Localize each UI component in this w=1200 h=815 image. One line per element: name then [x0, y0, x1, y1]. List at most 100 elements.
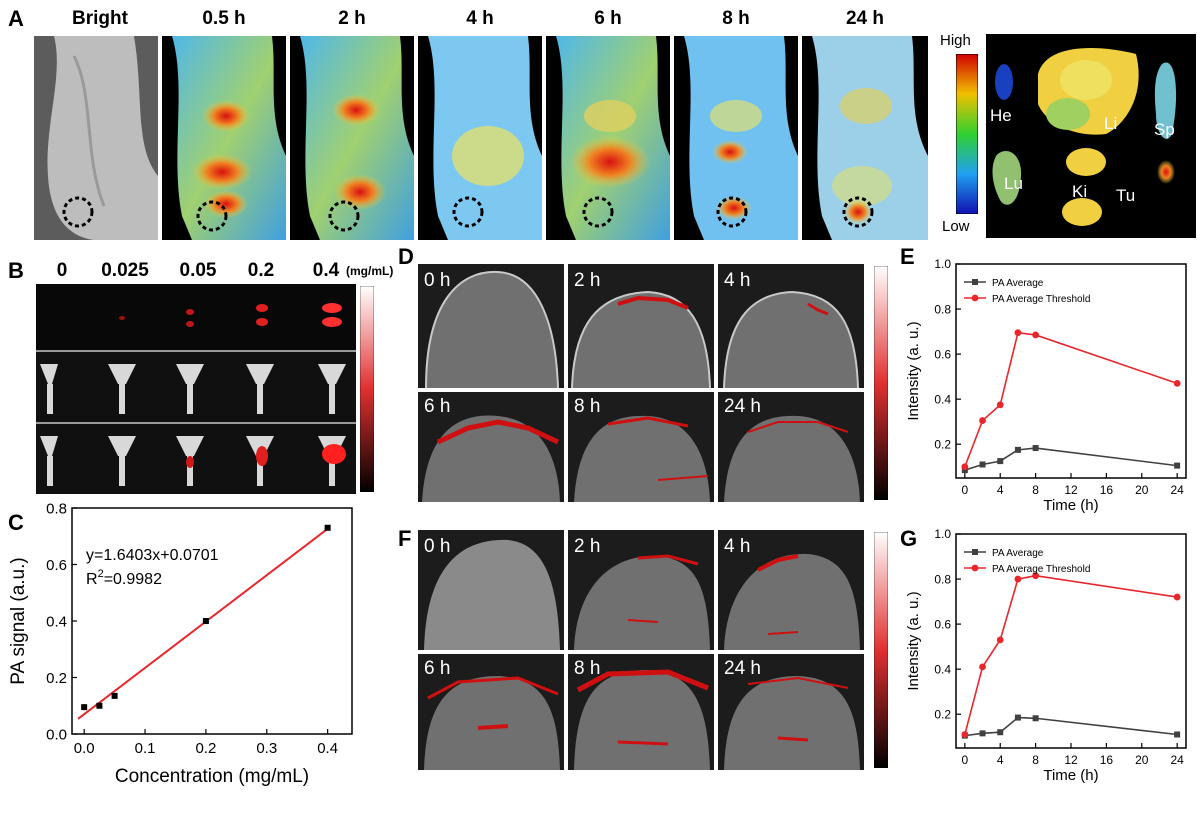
chart-g-x-tick-label: 0 [962, 753, 969, 767]
us-pa-image-d-4h: 4 h [718, 264, 864, 388]
time-label-d-0h: 0 h [424, 270, 451, 291]
chart-e-y-tick-label: 0.6 [934, 347, 951, 361]
chart-g-y-tick-label: 0.8 [934, 572, 951, 586]
time-label-f-4h: 4 h [724, 536, 751, 557]
chart-c-y-tick-label: 0.2 [46, 670, 67, 687]
chart-e-point-pa-average [1032, 445, 1039, 452]
chart-g-x-tick-label: 12 [1064, 753, 1078, 767]
chart-e-intensity: 0 4 8 12 16 20 24 0.2 0.4 0.6 0.8 1.0 Time (h) Intens… [905, 257, 1187, 514]
chart-e-x-tick-label: 20 [1135, 483, 1149, 497]
chart-c-data-point [96, 702, 103, 709]
chart-c-x-tick-label: 0.4 [317, 740, 338, 757]
us-pa-image-f-24h: 24 h [718, 654, 864, 770]
chart-g-point-pa-threshold [1173, 593, 1181, 601]
us-pa-image-d-24h: 24 h [718, 392, 864, 502]
chart-e-legend-marker [972, 279, 978, 285]
fluorescence-image-6h [546, 36, 670, 240]
chart-e-point-pa-average [997, 458, 1004, 465]
chart-e-point-pa-average [1174, 462, 1181, 469]
chart-e-point-pa-threshold [1032, 331, 1040, 339]
chart-e-point-pa-average [1014, 446, 1021, 453]
chart-e-y-tick-label: 0.2 [934, 437, 951, 451]
chart-e-series-line-pa-average [964, 447, 1178, 471]
chart-e-point-pa-average [979, 461, 986, 468]
chart-c-x-tick-label: 0.1 [135, 740, 156, 757]
time-label-f-6h: 6 h [424, 658, 451, 679]
chart-e-x-tick-label: 8 [1032, 483, 1039, 497]
chart-g-legend-marker [972, 549, 978, 555]
pa-colorbar-d [873, 265, 889, 501]
chart-g-x-tick-label: 20 [1135, 753, 1149, 767]
panel-label-d: D [398, 244, 414, 269]
chart-g-intensity: 0 4 8 12 16 20 24 0.2 0.4 0.6 0.8 1.0 Time (h) Intens… [905, 527, 1187, 784]
panel-label-a: A [8, 6, 24, 31]
us-pa-image-f-8h: 8 h [568, 654, 714, 770]
organ-label-heart: He [990, 106, 1012, 125]
fluorescence-colorbar [955, 53, 979, 215]
chart-g-point-pa-threshold [1032, 572, 1040, 580]
chart-c-y-tick-label: 0.4 [46, 613, 67, 630]
chart-e-y-tick-label: 0.8 [934, 302, 951, 316]
us-pa-image-d-2h: 2 h [568, 264, 714, 388]
us-pa-image-f-4h: 4 h [718, 530, 864, 650]
panel-label-f: F [398, 526, 412, 551]
panel-label-c: C [8, 510, 24, 535]
us-pa-image-d-8h: 8 h [568, 392, 714, 502]
chart-e-y-tick-label: 1.0 [934, 257, 951, 271]
chart-c-r-squared: R2=0.9982 [86, 568, 162, 588]
chart-g-point-pa-average [1174, 731, 1181, 738]
chart-g-point-pa-threshold [1014, 575, 1022, 583]
organ-label-kidney: Ki [1072, 182, 1088, 201]
fluorescence-image-2h [290, 36, 414, 240]
chart-c-fit-line [77, 528, 329, 720]
us-pa-image-d-0h: 0 h [418, 264, 564, 388]
chart-e-point-pa-threshold [961, 463, 969, 471]
header-24h: 24 h [845, 8, 885, 29]
chart-e-x-tick-label: 16 [1100, 483, 1114, 497]
time-label-f-0h: 0 h [424, 536, 451, 557]
pa-colorbar-b [359, 285, 375, 493]
chart-e-x-axis-label: Time (h) [1043, 497, 1098, 514]
chart-c-data-point [202, 618, 209, 624]
chart-e-x-tick-label: 24 [1170, 483, 1184, 497]
chart-c-data-point [111, 692, 118, 699]
fluorescence-image-24h [802, 36, 928, 240]
time-label-d-24h: 24 h [724, 396, 761, 417]
chart-e-y-axis-label: Intensity (a. u.) [905, 321, 922, 420]
chart-g-y-axis-label: Intensity (a. u.) [905, 591, 922, 690]
organ-label-tumor: Tu [1116, 186, 1136, 205]
chart-g-series-line-pa-average [964, 716, 1178, 737]
organ-label-spleen: Sp [1154, 120, 1175, 139]
conc-label-0-4: 0.4 [312, 260, 340, 281]
chart-c-data-point [324, 524, 331, 531]
conc-label-0-05: 0.05 [179, 260, 217, 281]
chart-c-pa-linearity: 0.0 0.1 0.2 0.3 0.4 0.0 0.2 0.4 0.6 0.8 Concentrat… [8, 500, 353, 787]
chart-g-point-pa-average [997, 729, 1004, 736]
chart-e-y-tick-label: 0.4 [934, 392, 951, 406]
time-label-d-4h: 4 h [724, 270, 751, 291]
header-6h: 6 h [594, 8, 622, 29]
chart-c-data-point [81, 704, 88, 711]
chart-g-point-pa-average [979, 730, 986, 737]
header-0-5h: 0.5 h [202, 8, 246, 29]
chart-c-x-tick-label: 0.3 [256, 740, 277, 757]
us-pa-image-d-6h: 6 h [418, 392, 564, 502]
chart-e-point-pa-threshold [1014, 329, 1022, 337]
conc-label-0: 0 [56, 260, 68, 281]
chart-g-series-line-pa-threshold [964, 574, 1178, 735]
chart-g-x-tick-label: 24 [1170, 753, 1184, 767]
header-8h: 8 h [722, 8, 750, 29]
chart-g-x-tick-label: 4 [997, 753, 1004, 767]
time-label-f-24h: 24 h [724, 658, 761, 679]
header-2h: 2 h [338, 8, 366, 29]
chart-g-legend-marker [971, 564, 979, 572]
header-4h: 4 h [466, 8, 494, 29]
time-label-d-2h: 2 h [574, 270, 601, 291]
panel-label-e: E [900, 244, 915, 269]
panel-label-g: G [900, 526, 918, 551]
us-pa-image-f-2h: 2 h [568, 530, 714, 650]
conc-unit-label: (mg/mL) [346, 264, 394, 278]
chart-g-point-pa-threshold [961, 731, 969, 738]
chart-g-x-axis-label: Time (h) [1043, 767, 1098, 784]
fluorescence-image-0-5h [162, 36, 286, 240]
